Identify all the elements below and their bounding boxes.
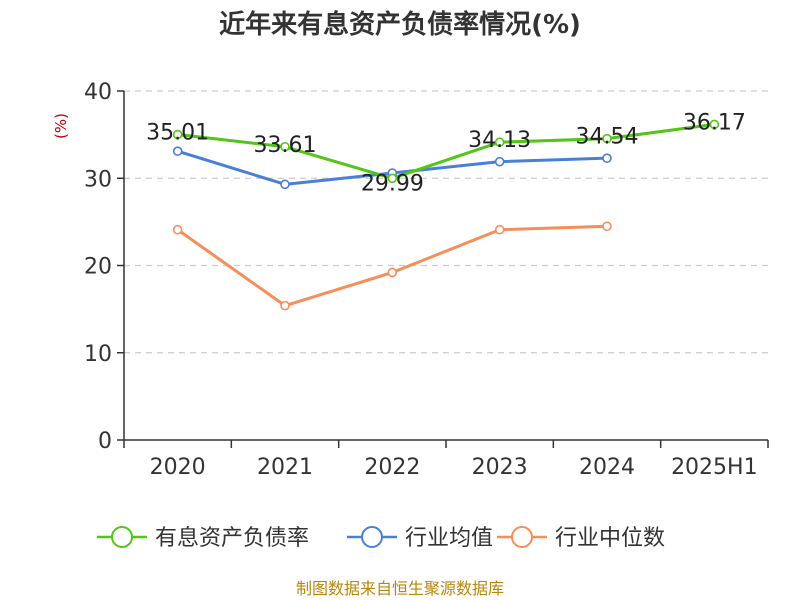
legend-item-1: 行业均值 bbox=[347, 526, 493, 551]
x-tick-label: 2025H1 bbox=[671, 455, 758, 480]
y-tick-label: 30 bbox=[84, 167, 112, 192]
series-line-0 bbox=[176, 122, 716, 180]
legend-item-0: 有息资产负债率 bbox=[97, 526, 309, 551]
data-point bbox=[172, 146, 183, 157]
grid bbox=[124, 90, 768, 354]
data-point bbox=[709, 119, 720, 130]
data-point bbox=[280, 141, 290, 152]
data-point bbox=[280, 300, 290, 311]
axes: 0 10 20 30 40 2020 2021 2022 2023 2024 2025H1 bbox=[84, 80, 769, 480]
data-point bbox=[280, 179, 290, 190]
data-label: 36.17 bbox=[683, 110, 746, 135]
y-tick-label: 20 bbox=[84, 255, 112, 280]
x-tick-label: 2021 bbox=[257, 455, 313, 480]
x-tick-label: 2022 bbox=[364, 455, 420, 480]
data-point bbox=[172, 224, 183, 235]
data-label: 35.01 bbox=[146, 121, 209, 146]
data-point bbox=[602, 133, 612, 144]
legend-swatch-marker bbox=[511, 526, 533, 548]
data-point bbox=[602, 221, 612, 232]
data-point bbox=[494, 137, 505, 148]
x-tick-label: 2020 bbox=[150, 455, 206, 480]
data-labels: 35.01 33.61 29.99 34.13 34.54 36.17 bbox=[146, 110, 746, 196]
series-lines bbox=[172, 119, 720, 311]
legend-label: 行业均值 bbox=[405, 526, 493, 551]
x-tick-label: 2024 bbox=[579, 455, 635, 480]
data-label: 34.54 bbox=[576, 125, 639, 150]
legend-swatch-marker bbox=[111, 526, 133, 548]
legend-item-2: 行业中位数 bbox=[497, 526, 665, 551]
legend-label: 有息资产负债率 bbox=[155, 526, 309, 551]
y-axis-unit-label: (%) bbox=[52, 113, 70, 139]
chart-title: 近年来有息资产负债率情况(%) bbox=[219, 9, 581, 40]
data-point bbox=[494, 156, 505, 167]
data-label: 29.99 bbox=[361, 171, 424, 196]
data-point bbox=[602, 153, 612, 163]
y-tick-label: 0 bbox=[98, 429, 112, 454]
data-point bbox=[494, 224, 505, 235]
x-tick-label: 2023 bbox=[472, 455, 528, 480]
data-label: 33.61 bbox=[254, 133, 317, 158]
legend-label: 行业中位数 bbox=[555, 526, 665, 551]
y-tick-label: 40 bbox=[84, 80, 112, 105]
legend-swatch-marker bbox=[361, 526, 383, 548]
data-point bbox=[387, 173, 398, 184]
data-point bbox=[172, 129, 183, 140]
data-label: 34.13 bbox=[468, 128, 531, 153]
y-tick-label: 10 bbox=[84, 342, 112, 367]
data-point bbox=[387, 267, 398, 278]
legend: 有息资产负债率 行业均值 行业中位数 bbox=[97, 526, 665, 551]
source-note: 制图数据来自恒生聚源数据库 bbox=[296, 579, 504, 598]
